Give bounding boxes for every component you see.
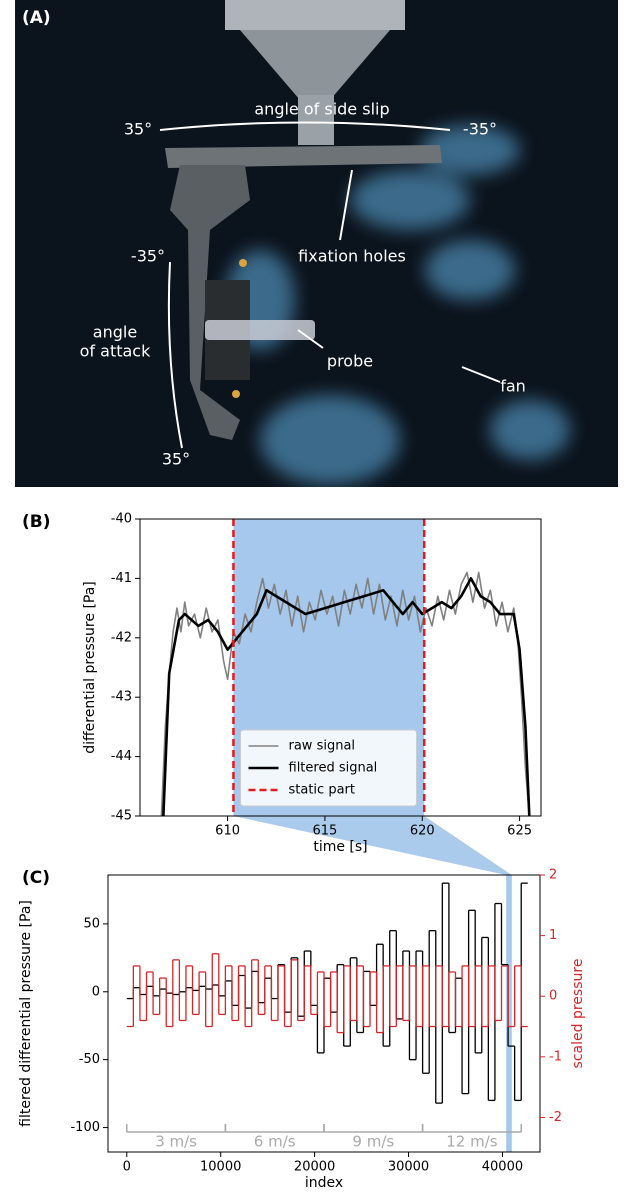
y-tick-label: -43 (111, 690, 132, 705)
y2-tick-label: -2 (549, 1110, 562, 1125)
photo-annotation: -35° (463, 120, 497, 139)
x-axis-label: index (305, 1175, 343, 1191)
mount-cone (240, 30, 390, 100)
arm (170, 165, 250, 440)
y-axis-label: filtered differential pressure [Pa] (18, 900, 34, 1127)
y-tick-label: -41 (111, 571, 132, 586)
x-axis-label: time [s] (313, 839, 367, 855)
photo-annotation: 35° (124, 120, 152, 139)
y-tick-label: -45 (111, 809, 132, 824)
hole (239, 259, 247, 267)
photo-annotation: angle of side slip (254, 100, 389, 119)
x-tick-label: 0 (123, 1160, 131, 1175)
x-tick-label: 40000 (482, 1160, 523, 1175)
plot-area (126, 875, 528, 1152)
plate (165, 145, 442, 168)
y2-axis-label: scaled pressure (570, 959, 586, 1069)
y-axis-label: differential pressure [Pa] (82, 581, 98, 754)
chart: 3 m/s 6 m/s 9 m/s 12 m/s 0 10000 20000 30000 400… (18, 868, 586, 1192)
axes-frame (107, 874, 541, 1153)
photo-annotation: angle (93, 323, 137, 342)
line (162, 577, 531, 816)
segment-label: 6 m/s (254, 1133, 296, 1151)
y2-tick-label: -1 (549, 1049, 562, 1064)
photo-annotation: -35° (131, 247, 165, 266)
mount-shaft (298, 95, 334, 145)
y2-tick-label: 0 (549, 989, 557, 1004)
step-riser (132, 953, 522, 1033)
annotation-lines (159, 121, 501, 449)
legend-label: static part (289, 783, 356, 798)
step-riser (132, 883, 522, 1104)
y-tick-label: -100 (70, 1120, 100, 1135)
y2-tick-label: 1 (549, 928, 557, 943)
chart: 610 615 620 625 -45 -44 -43 -42 -41 -40 (B) time [s… (22, 512, 542, 855)
photo-annotation: fixation holes (298, 247, 406, 266)
legend-label: raw signal (289, 739, 356, 754)
x-tick-label: 610 (215, 824, 240, 839)
panel-label: (B) (22, 512, 51, 532)
y-tick-label: -40 (111, 512, 132, 527)
line (160, 571, 531, 816)
axes-frame (139, 518, 542, 817)
x-tick-label: 615 (313, 824, 338, 839)
y-tick-label: 50 (83, 916, 100, 931)
panel-label: (A) (22, 8, 51, 28)
x-tick-label: 20000 (294, 1160, 335, 1175)
segment-label: 12 m/s (446, 1133, 498, 1151)
photo-annotation: of attack (80, 342, 151, 361)
probe-body (205, 320, 315, 340)
highlight-region (506, 875, 512, 1152)
hole (232, 390, 240, 398)
y-tick-label: 0 (92, 984, 100, 999)
legend: raw signal filtered signal static part (240, 729, 417, 807)
y-tick-label: -44 (111, 749, 132, 764)
zoom-connector (233, 816, 512, 875)
x-tick-label: 625 (507, 824, 532, 839)
x-tick-label: 30000 (388, 1160, 429, 1175)
segment-label: 9 m/s (352, 1133, 394, 1151)
y2-tick-label: 2 (549, 868, 557, 883)
photo-annotation: fan (500, 377, 526, 396)
photo-annotation: probe (327, 352, 373, 371)
panel-label: (C) (22, 868, 50, 888)
y-tick-label: -42 (111, 630, 132, 645)
segment-label: 3 m/s (155, 1133, 197, 1151)
legend-label: filtered signal (289, 761, 378, 776)
photo-annotation: 35° (162, 450, 190, 469)
y-tick-label: -50 (79, 1052, 100, 1067)
x-tick-label: 10000 (200, 1160, 241, 1175)
photo (15, 0, 618, 487)
mount (225, 0, 405, 30)
x-tick-label: 620 (410, 824, 435, 839)
legend-box (240, 729, 417, 807)
